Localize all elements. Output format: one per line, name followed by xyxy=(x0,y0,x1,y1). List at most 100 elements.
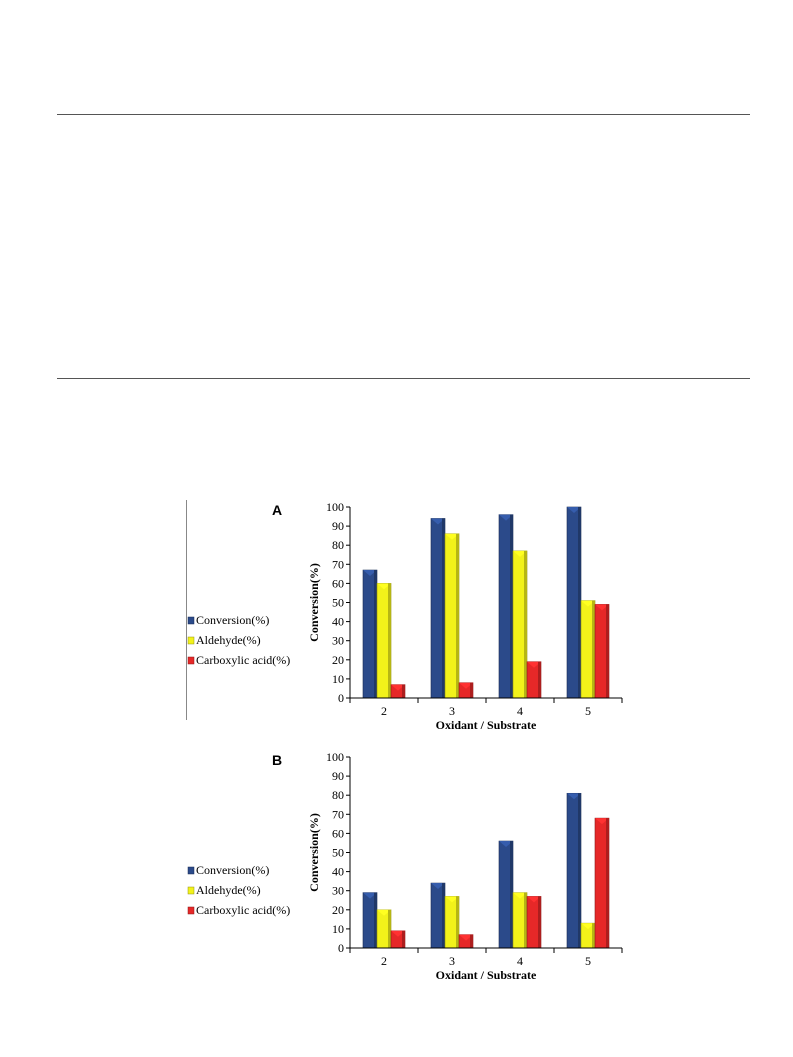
panel-b-bar-carboxylicacid-2 xyxy=(390,930,406,949)
panel-a-legend-swatch xyxy=(187,616,195,625)
panel-a-bar-side xyxy=(402,684,405,698)
panel-a-y-tick-label: 40 xyxy=(332,615,344,629)
panel-a-bar-bevel xyxy=(377,583,391,590)
panel-b-y-tick-label: 10 xyxy=(332,922,344,936)
panel-a-y-tick-label: 80 xyxy=(332,538,344,552)
panel-b-y-tick-label: 90 xyxy=(332,769,344,783)
panel-a-bar-bevel xyxy=(391,684,405,691)
panel-a-x-tick-label: 5 xyxy=(585,704,591,718)
panel-b-bar-bevel xyxy=(431,883,445,890)
panel-b-bar-bevel xyxy=(377,909,391,916)
panel-b-bar-aldehyde-3 xyxy=(444,896,460,949)
panel-b-bar-side xyxy=(456,896,459,948)
panel-b-y-tick-label: 50 xyxy=(332,846,344,860)
panel-a-bar-conversion-5 xyxy=(566,506,582,699)
panel-b-bar-bevel xyxy=(581,923,595,930)
panel-b-x-axis-title: Oxidant / Substrate xyxy=(436,968,537,982)
bottom-rule xyxy=(57,378,750,379)
panel-a-bar-carboxylicacid-3 xyxy=(458,682,474,699)
panel-a-y-axis-title: Conversion(%) xyxy=(307,563,321,642)
panel-a-y-tick-label: 0 xyxy=(338,691,344,705)
panel-b-bar-side xyxy=(592,923,595,948)
panel-b-bar-carboxylicacid-5 xyxy=(594,817,610,949)
panel-b-bar-bevel xyxy=(595,818,609,825)
panel-b-bar-side xyxy=(524,892,527,948)
panel-b-bar-conversion-3 xyxy=(430,882,446,949)
panel-a-bar-side xyxy=(374,570,377,698)
panel-b-x-tick-label: 4 xyxy=(517,954,523,968)
panel-a-y-tick-label: 60 xyxy=(332,576,344,590)
panel-a-bar-side xyxy=(524,550,527,698)
panel-a-legend-swatch xyxy=(187,656,195,665)
panel-b-bar-side xyxy=(388,909,391,948)
panel-a-bar-bevel xyxy=(363,570,377,577)
chart-panel-a: A 0 10 20 30 40 50 60 70 80 90 100 2 3 4 5 Oxidant / Sub… xyxy=(187,500,623,732)
panel-a-y-tick-label: 90 xyxy=(332,519,344,533)
panel-b-x-tick-label: 3 xyxy=(449,954,455,968)
panel-a-bar-conversion-4 xyxy=(498,514,514,699)
panel-b-bar-side xyxy=(538,896,541,948)
panel-a-bar-bevel xyxy=(431,518,445,525)
panel-b-bar-side xyxy=(442,883,445,948)
panel-b-bar-side xyxy=(606,818,609,948)
panel-a-legend-swatch xyxy=(187,636,195,645)
panel-a-bar-side xyxy=(388,583,391,698)
panel-a-y-tick-label: 30 xyxy=(332,634,344,648)
panel-a-bar-side xyxy=(442,518,445,698)
panel-a-y-tick-label: 10 xyxy=(332,672,344,686)
panel-a-legend-label: Aldehyde(%) xyxy=(196,633,261,647)
panel-b-y-tick-label: 100 xyxy=(326,750,344,764)
panel-a-bar-bevel xyxy=(459,682,473,689)
chart-panel-b: B 0 10 20 30 40 50 60 70 80 90 100 2 3 4 5 Oxidant / Sub… xyxy=(187,750,623,982)
panel-b-y-tick-label: 60 xyxy=(332,826,344,840)
panel-b-bar-aldehyde-4 xyxy=(512,892,528,949)
panel-b-bar-conversion-4 xyxy=(498,840,514,949)
panel-a-bar-aldehyde-5 xyxy=(580,600,596,699)
panel-a-x-tick-label: 4 xyxy=(517,704,523,718)
panel-a-bar-bevel xyxy=(567,507,581,513)
panel-b-letter: B xyxy=(272,752,282,768)
panel-a-x-tick-label: 2 xyxy=(381,704,387,718)
panel-b-legend-label: Carboxylic acid(%) xyxy=(196,903,290,917)
panel-a-bar-bevel xyxy=(595,604,609,611)
panel-b-bar-aldehyde-5 xyxy=(580,922,596,949)
panel-b-bar-carboxylicacid-4 xyxy=(526,896,542,949)
panel-a-left-border xyxy=(186,500,187,720)
panel-a-bar-carboxylicacid-4 xyxy=(526,661,542,699)
top-rule xyxy=(57,114,750,115)
panel-b-bar-carboxylicacid-3 xyxy=(458,934,474,949)
panel-a-bar-side xyxy=(538,661,541,698)
panel-a-x-tick-label: 3 xyxy=(449,704,455,718)
panel-a-bar-aldehyde-3 xyxy=(444,533,460,699)
panel-a-y-tick-label: 50 xyxy=(332,596,344,610)
panel-b-bar-bevel xyxy=(391,930,405,937)
panel-a-bar-bevel xyxy=(581,600,595,607)
panel-b-legend-label: Conversion(%) xyxy=(196,863,269,877)
panel-a-y-tick-label: 20 xyxy=(332,653,344,667)
panel-b-y-axis-title: Conversion(%) xyxy=(307,813,321,892)
panel-b-y-tick-label: 80 xyxy=(332,788,344,802)
panel-a-y-tick-label: 100 xyxy=(326,500,344,514)
panel-a-bar-bevel xyxy=(445,533,459,540)
panel-a-bar-side xyxy=(470,682,473,698)
panel-b-bar-conversion-5 xyxy=(566,792,582,949)
panel-b-bar-side xyxy=(470,934,473,948)
panel-a-y-tick-label: 70 xyxy=(332,557,344,571)
panel-b-bar-side xyxy=(374,892,377,948)
panel-b-bar-bevel xyxy=(363,892,377,899)
panel-b-legend-swatch xyxy=(187,866,195,875)
panel-a-bar-aldehyde-4 xyxy=(512,550,528,699)
panel-a-bar-conversion-2 xyxy=(362,569,378,699)
panel-a-bar-side xyxy=(592,600,595,698)
panel-a-bar-side xyxy=(578,507,581,698)
panel-b-bar-bevel xyxy=(459,934,473,941)
panel-a-bar-bevel xyxy=(513,550,527,557)
panel-a-letter: A xyxy=(272,502,282,518)
panel-a-bar-bevel xyxy=(499,514,513,521)
panel-b-bar-side xyxy=(402,930,405,948)
panel-b-x-tick-label: 5 xyxy=(585,954,591,968)
panel-b-legend-swatch xyxy=(187,906,195,915)
panel-a-bar-side xyxy=(606,604,609,698)
panel-b-y-tick-label: 70 xyxy=(332,807,344,821)
panel-a-x-axis-title: Oxidant / Substrate xyxy=(436,718,537,732)
